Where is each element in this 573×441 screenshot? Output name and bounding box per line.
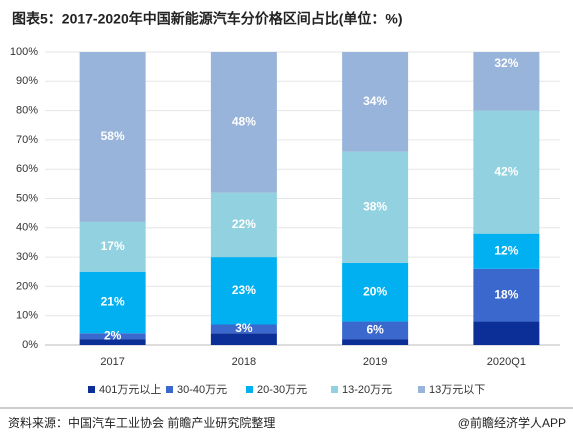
y-tick-label: 20%	[16, 280, 38, 292]
x-tick-label: 2019	[363, 356, 387, 368]
x-tick-label: 2020Q1	[487, 356, 526, 368]
value-label: 18%	[494, 287, 518, 301]
x-tick-label: 2017	[100, 356, 124, 368]
value-label: 22%	[232, 217, 256, 231]
legend-swatch	[166, 386, 173, 393]
value-label: 34%	[363, 94, 387, 108]
y-tick-label: 70%	[16, 134, 38, 146]
plot-area	[79, 52, 540, 345]
value-label: 17%	[101, 239, 125, 253]
bar-segment	[79, 339, 146, 345]
bar-segment	[342, 52, 409, 152]
value-label: 38%	[363, 199, 387, 213]
bar-segment	[210, 257, 277, 325]
y-tick-label: 80%	[16, 105, 38, 117]
y-tick-label: 30%	[16, 251, 38, 263]
value-label: 3%	[235, 321, 253, 335]
bar-segment	[210, 324, 277, 334]
y-tick-label: 90%	[16, 75, 38, 87]
bar-segment	[79, 271, 146, 334]
source: 资料来源：中国汽车工业协会 前瞻产业研究院整理	[8, 415, 275, 430]
value-label: 6%	[366, 323, 384, 337]
value-label: 21%	[101, 295, 125, 309]
bar-segment	[342, 321, 409, 340]
value-label: 2%	[104, 328, 122, 342]
value-label: 42%	[494, 164, 518, 178]
bar-segment	[342, 262, 409, 322]
value-label: 20%	[363, 284, 387, 298]
legend-swatch	[331, 386, 338, 393]
bar-segment	[79, 221, 146, 272]
y-tick-label: 40%	[16, 222, 38, 234]
bar-segment	[473, 110, 540, 234]
value-label: 48%	[232, 114, 256, 128]
y-tick-label: 50%	[16, 192, 38, 204]
legend-label: 30-40万元	[177, 384, 227, 396]
bar-segment	[79, 52, 146, 222]
bar-segment	[473, 52, 540, 111]
y-tick-label: 0%	[22, 339, 38, 351]
bar-segment	[473, 268, 540, 322]
legend-label: 13-20万元	[342, 384, 392, 396]
brand: @前瞻经济学人APP	[458, 415, 566, 430]
x-tick-label: 2018	[232, 356, 256, 368]
bar-segment	[210, 333, 277, 345]
legend-label: 13万元以下	[429, 384, 485, 396]
bar-segment	[342, 151, 409, 263]
y-tick-label: 100%	[10, 46, 38, 58]
y-tick-label: 60%	[16, 163, 38, 175]
legend-swatch	[246, 386, 253, 393]
legend-swatch	[418, 386, 425, 393]
chart-title: 图表5：2017-2020年中国新能源汽车分价格区间占比(单位：%)	[12, 11, 403, 27]
legend-label: 20-30万元	[257, 384, 307, 396]
bar-segment	[342, 339, 409, 345]
bar-segment	[473, 321, 540, 345]
legend-swatch	[88, 386, 95, 393]
bar-segment	[210, 52, 277, 193]
y-tick-label: 10%	[16, 310, 38, 322]
bar-segment	[473, 233, 540, 269]
value-label: 58%	[101, 129, 125, 143]
value-label: 23%	[232, 283, 256, 297]
value-label: 32%	[494, 56, 518, 70]
bar-segment	[79, 333, 146, 340]
legend-label: 401万元以上	[99, 383, 161, 396]
value-label: 12%	[494, 243, 518, 257]
bar-segment	[210, 192, 277, 258]
